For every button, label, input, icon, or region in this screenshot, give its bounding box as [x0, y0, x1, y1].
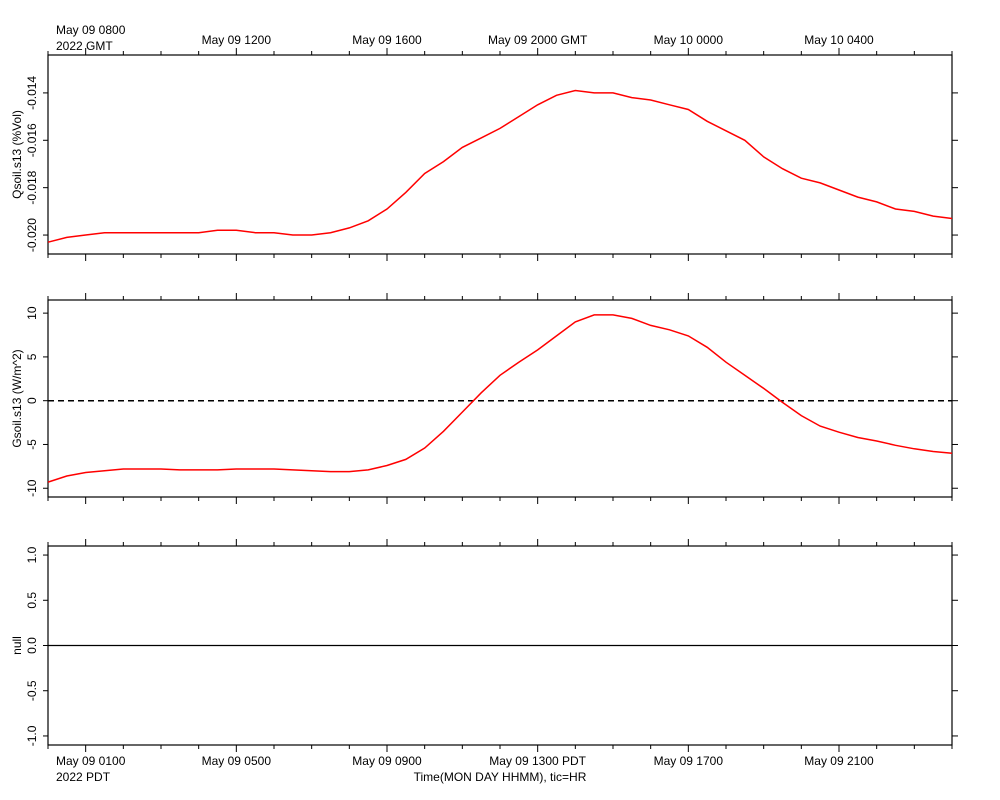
y-tick-label: 0.5 [25, 592, 39, 609]
gmt-first-date-label: May 09 0800 [56, 23, 126, 37]
gmt-first-year-label: 2022 GMT [56, 39, 113, 53]
gmt-tick-labels: May 09 1200 May 09 1600 May 09 2000 GMT May… [202, 33, 874, 47]
panel-gsoil-ticks: -10 -5 0 5 10 [25, 293, 958, 504]
qsoil-series-line [47, 89, 953, 243]
pdt-tick-label: May 09 2100 [804, 754, 874, 768]
gmt-tick-label: May 09 1600 [352, 33, 422, 47]
y-tick-label: -0.018 [25, 170, 39, 204]
pdt-tick-label: May 09 1700 [654, 754, 724, 768]
pdt-tick-label: May 09 0500 [202, 754, 272, 768]
y-tick-label: -0.014 [25, 76, 39, 110]
panel-null: -1.0 -0.5 0.0 0.5 1.0 null [10, 539, 958, 752]
panel-gsoil-frame [47, 299, 953, 498]
y-tick-label: -0.5 [25, 680, 39, 701]
panel-qsoil-ylabel: Qsoil.s13 (%Vol) [10, 110, 24, 199]
gsoil-series-line [47, 314, 953, 483]
panel-gsoil-ylabel: Gsoil.s13 (W/m^2) [10, 349, 24, 447]
y-tick-label: -0.020 [25, 218, 39, 252]
gmt-tick-label: May 10 0400 [804, 33, 874, 47]
panel-gsoil: -10 -5 0 5 10 Gsoil.s13 (W/m^2) [10, 293, 958, 504]
panel-qsoil-ticks: -0.020 -0.018 -0.016 -0.014 [25, 48, 958, 261]
y-tick-label: -10 [25, 479, 39, 497]
y-tick-label: 5 [25, 353, 39, 360]
panel-qsoil: -0.020 -0.018 -0.016 -0.014 Qsoil.s13 (%Vol… [10, 48, 958, 261]
y-tick-label: 0 [25, 397, 39, 404]
y-tick-label: 0.0 [25, 637, 39, 654]
y-tick-label: -5 [25, 439, 39, 450]
y-tick-label: 1.0 [25, 546, 39, 563]
x-axis-label: Time(MON DAY HHMM), tic=HR [414, 770, 587, 784]
panel-null-ticks: -1.0 -0.5 0.0 0.5 1.0 [25, 539, 958, 752]
pdt-tick-labels: May 09 0500 May 09 0900 May 09 1300 PDT May… [202, 754, 874, 768]
gmt-tick-label: May 09 2000 GMT [488, 33, 588, 47]
y-tick-label: -1.0 [25, 725, 39, 746]
panel-qsoil-frame [47, 54, 953, 255]
y-tick-label: 10 [25, 306, 39, 320]
panel-null-ylabel: null [10, 636, 24, 655]
pdt-tick-label: May 09 1300 PDT [489, 754, 586, 768]
gmt-tick-label: May 10 0000 [654, 33, 724, 47]
y-tick-label: -0.016 [25, 123, 39, 157]
gmt-tick-label: May 09 1200 [202, 33, 272, 47]
pdt-tick-label: May 09 0900 [352, 754, 422, 768]
pdt-first-year-label: 2022 PDT [56, 770, 111, 784]
pdt-first-date-label: May 09 0100 [56, 754, 126, 768]
